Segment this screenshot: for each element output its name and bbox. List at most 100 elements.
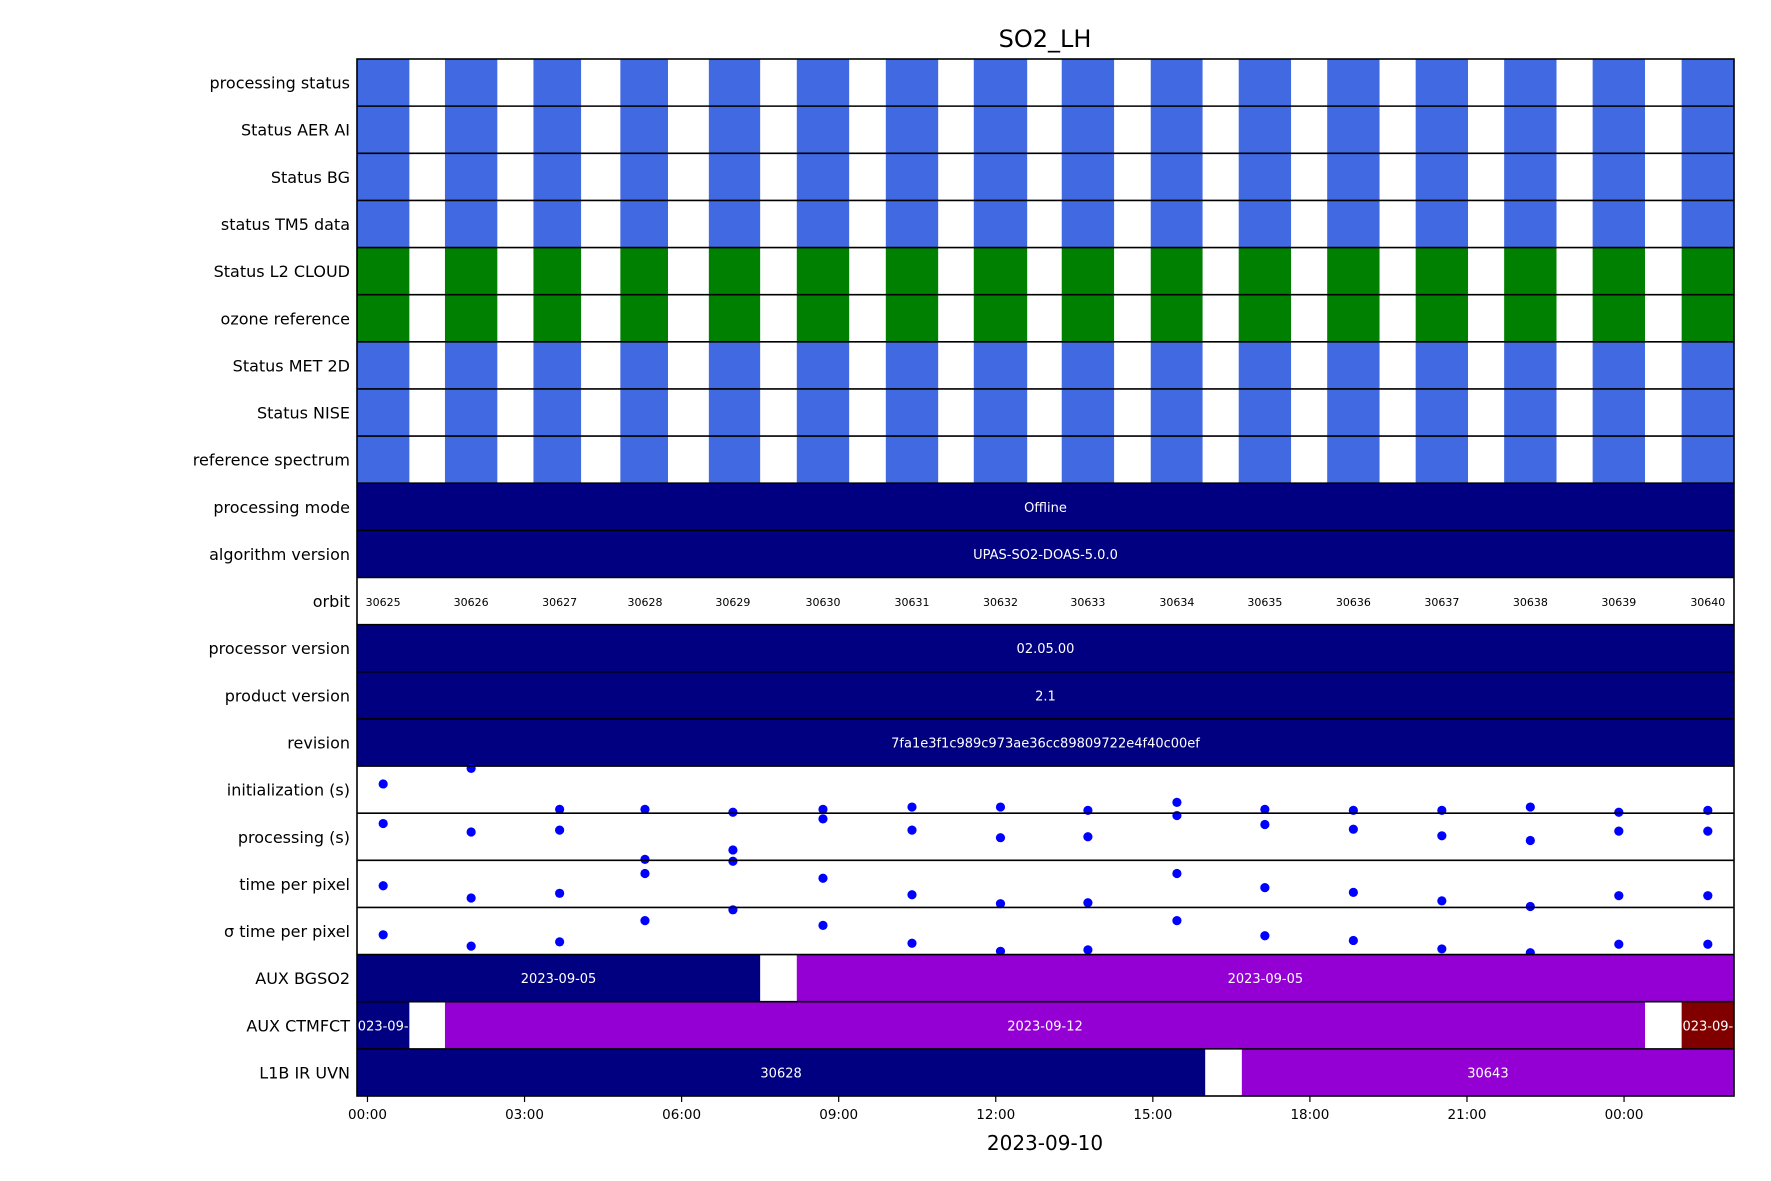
scatter-point-time-per-pixel-30626: [466, 893, 476, 903]
row-label-status-tm5-data: status TM5 data: [221, 215, 350, 234]
orbit-number-30635: 30635: [1247, 596, 1282, 609]
status-block-status-l2-cloud-30635: [1238, 247, 1292, 295]
status-block-reference-spectrum-30630: [796, 436, 850, 484]
status-block-reference-spectrum-30633: [1061, 436, 1115, 484]
value-label-processor-version: 02.05.00: [1017, 642, 1075, 657]
scatter-point-time-per-pixel-30628: [640, 916, 650, 926]
scatter-point-initialization-s-30630: [818, 804, 828, 815]
segment-label-aux-ctmfct-1: 2023-09-12: [1007, 1019, 1083, 1034]
value-label-product-version: 2.1: [1035, 689, 1056, 704]
plot-frame: [356, 58, 1735, 1097]
scatter-point-time-per-pixel-30629: [728, 856, 738, 866]
status-block-status-l2-cloud-30626: [444, 247, 498, 295]
segment-label-l1b-ir-uvn-1: 30643: [1467, 1066, 1508, 1081]
status-block-status-aer-ai-30634: [1150, 106, 1203, 154]
status-block-status-met-2d-30630: [796, 341, 850, 389]
status-block-status-nise-30636: [1327, 388, 1380, 437]
status-block-status-aer-ai-30631: [885, 106, 939, 154]
scatter-point-initialization-s-30639: [1614, 807, 1624, 817]
status-block-status-l2-cloud-30638: [1504, 247, 1557, 295]
status-block-status-aer-ai-30628: [620, 106, 669, 154]
value-label-processing-mode: Offline: [1024, 501, 1067, 516]
row-label-status-nise: Status NISE: [257, 404, 350, 423]
scatter-point-processing-s-30629: [728, 845, 738, 855]
orbit-number-30625: 30625: [366, 596, 401, 609]
status-block-status-l2-cloud-30637: [1415, 247, 1469, 295]
status-block-status-nise-30630: [796, 388, 850, 437]
scatter-point-time-per-pixel-30635: [1260, 883, 1270, 893]
status-block-status-tm5-data-30640: [1681, 200, 1734, 248]
status-block-status-tm5-data-30629: [708, 200, 761, 248]
status-block-processing-status-30626: [444, 59, 498, 107]
status-block-status-bg-30630: [796, 153, 850, 201]
status-block-reference-spectrum-30640: [1681, 436, 1734, 484]
orbit-number-30633: 30633: [1070, 596, 1105, 609]
status-block-ozone-reference-30640: [1681, 294, 1734, 342]
scatter-point-processing-s-30635: [1260, 819, 1270, 830]
orbit-number-30627: 30627: [542, 596, 577, 609]
status-block-status-l2-cloud-30632: [973, 247, 1028, 295]
value-bar-algorithm-version: [357, 530, 1734, 578]
status-block-status-l2-cloud-30633: [1061, 247, 1115, 295]
status-block-ozone-reference-30626: [444, 294, 498, 342]
status-block-status-tm5-data-30635: [1238, 200, 1292, 248]
status-block-status-l2-cloud-30640: [1681, 247, 1734, 295]
row-label-processing-mode: processing mode: [213, 498, 350, 517]
status-block-status-tm5-data-30637: [1415, 200, 1469, 248]
row-label-time-per-pixel: σ time per pixel: [224, 922, 350, 941]
status-block-status-bg-30634: [1150, 153, 1203, 201]
row-label-aux-ctmfct: AUX CTMFCT: [246, 1016, 350, 1035]
segment-aux-ctmfct-2: [1681, 1001, 1734, 1049]
status-block-status-tm5-data-30626: [444, 200, 498, 248]
scatter-point-processing-s-30628: [640, 854, 650, 864]
scatter-point-time-per-pixel-30639: [1614, 939, 1624, 949]
status-block-status-tm5-data-30638: [1504, 200, 1557, 248]
status-block-status-nise-30626: [444, 388, 498, 437]
segment-aux-ctmfct-1: [444, 1001, 1645, 1049]
scatter-point-initialization-s-30628: [640, 804, 650, 815]
row-label-revision: revision: [287, 733, 350, 752]
status-block-status-bg-30640: [1681, 153, 1734, 201]
scatter-point-time-per-pixel-30625: [378, 930, 388, 940]
status-block-status-l2-cloud-30628: [620, 247, 669, 295]
status-block-status-bg-30635: [1238, 153, 1292, 201]
status-block-status-aer-ai-30627: [533, 106, 582, 154]
status-block-processing-status-30632: [973, 59, 1028, 107]
scatter-point-time-per-pixel-30630: [818, 920, 828, 930]
status-block-ozone-reference-30634: [1150, 294, 1203, 342]
status-block-processing-status-30625: [357, 59, 410, 107]
value-bar-product-version: [357, 671, 1734, 719]
status-block-status-met-2d-30639: [1592, 341, 1645, 389]
scatter-point-time-per-pixel-30636: [1348, 887, 1358, 897]
scatter-point-time-per-pixel-30628: [640, 868, 650, 879]
scatter-point-initialization-s-30634: [1172, 797, 1182, 807]
scatter-point-processing-s-30626: [466, 827, 476, 837]
status-block-ozone-reference-30628: [620, 294, 669, 342]
scatter-point-time-per-pixel-30639: [1614, 891, 1624, 901]
status-block-processing-status-30638: [1504, 59, 1557, 107]
scatter-point-initialization-s-30631: [907, 802, 917, 812]
status-block-status-nise-30640: [1681, 388, 1734, 437]
scatter-point-processing-s-30637: [1437, 831, 1447, 841]
orbit-number-30639: 30639: [1601, 596, 1636, 609]
status-block-status-bg-30625: [357, 153, 410, 201]
status-block-status-met-2d-30628: [620, 341, 669, 389]
status-block-processing-status-30628: [620, 59, 669, 107]
scatter-point-processing-s-30639: [1614, 826, 1624, 836]
status-block-status-tm5-data-30630: [796, 200, 850, 248]
segment-label-aux-bgso2-1: 2023-09-05: [1228, 972, 1304, 987]
value-bar-processing-mode: [357, 483, 1734, 531]
scatter-point-initialization-s-30635: [1260, 804, 1270, 815]
status-block-status-l2-cloud-30639: [1592, 247, 1645, 295]
status-block-status-met-2d-30633: [1061, 341, 1115, 389]
status-block-reference-spectrum-30635: [1238, 436, 1292, 484]
status-block-status-met-2d-30626: [444, 341, 498, 389]
scatter-point-initialization-s-30627: [555, 804, 565, 815]
status-block-status-nise-30633: [1061, 388, 1115, 437]
status-block-status-tm5-data-30628: [620, 200, 669, 248]
status-block-status-tm5-data-30633: [1061, 200, 1115, 248]
scatter-point-initialization-s-30632: [995, 802, 1006, 812]
row-label-processor-version: processor version: [208, 639, 350, 658]
status-block-status-bg-30636: [1327, 153, 1380, 201]
